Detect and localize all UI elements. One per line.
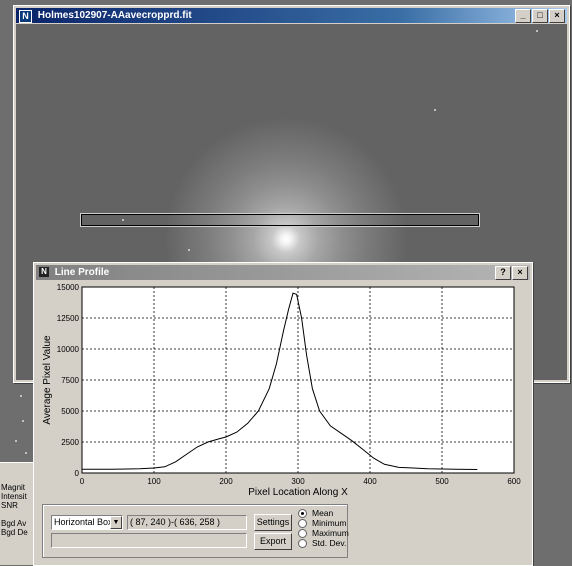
line-profile-chart: 0 100 200 300 400 500 600 0 2500 5000 7500 10000 125…	[42, 283, 521, 498]
image-window-titlebar[interactable]: N Holmes102907-AAavecropprd.fit _ □ ×	[16, 8, 567, 23]
star-dot	[122, 219, 124, 221]
y-tick-label: 5000	[61, 407, 79, 416]
status-field	[51, 533, 247, 548]
star-dot	[536, 30, 538, 32]
x-tick-label: 600	[507, 477, 521, 486]
y-tick-label: 10000	[57, 345, 80, 354]
x-tick-label: 400	[363, 477, 377, 486]
star-dot	[188, 249, 190, 251]
line-profile-window: N Line Profile ? × 0 100 200 300 400 500 600 0 2…	[33, 262, 533, 566]
line-profile-title: Line Profile	[54, 267, 110, 278]
radio-button[interactable]	[298, 538, 307, 548]
side-label: SNR	[1, 501, 18, 510]
app-icon: N	[19, 10, 32, 23]
radio-button[interactable]	[298, 508, 307, 518]
radio-button[interactable]	[298, 518, 307, 528]
settings-button[interactable]: Settings	[254, 514, 292, 531]
x-tick-label: 300	[291, 477, 305, 486]
radio-std-dev[interactable]: Std. Dev.	[298, 538, 368, 548]
radio-label: Maximum	[312, 528, 349, 538]
profile-controls: Horizontal Box ▼ ( 87, 240 )-( 636, 258 …	[42, 504, 349, 558]
minimize-button[interactable]: _	[515, 9, 531, 23]
x-tick-label: 500	[435, 477, 449, 486]
help-button[interactable]: ?	[495, 266, 511, 280]
close-button[interactable]: ×	[549, 9, 565, 23]
side-label: Magnit	[1, 483, 26, 492]
selection-box[interactable]	[80, 213, 480, 227]
close-button[interactable]: ×	[512, 266, 528, 280]
y-tick-label: 2500	[61, 438, 79, 447]
star-dot	[15, 440, 17, 442]
radio-button[interactable]	[298, 528, 307, 538]
coordinates-field: ( 87, 240 )-( 636, 258 )	[127, 515, 247, 530]
line-profile-titlebar[interactable]: N Line Profile ? ×	[36, 265, 530, 280]
image-window-title: Holmes102907-AAavecropprd.fit	[37, 10, 192, 21]
y-tick-label: 0	[75, 469, 80, 478]
y-tick-label: 12500	[57, 314, 80, 323]
radio-minimum[interactable]: Minimum	[298, 518, 368, 528]
x-tick-label: 0	[80, 477, 85, 486]
star-dot	[25, 452, 27, 454]
radio-label: Minimum	[312, 518, 347, 528]
side-label: Bgd Av	[1, 519, 27, 528]
star-dot	[20, 395, 22, 397]
chevron-down-icon[interactable]: ▼	[110, 516, 122, 529]
statistic-radio-group: Mean Minimum Maximum Std. Dev.	[298, 508, 368, 548]
mode-select[interactable]: Horizontal Box ▼	[51, 515, 123, 530]
profile-series-line	[82, 292, 478, 470]
radio-maximum[interactable]: Maximum	[298, 528, 368, 538]
x-tick-label: 100	[147, 477, 161, 486]
side-label: Intensit	[1, 492, 27, 501]
maximize-button[interactable]: □	[532, 9, 548, 23]
y-tick-label: 15000	[57, 283, 80, 292]
radio-label: Std. Dev.	[312, 538, 347, 548]
mode-select-value: Horizontal Box	[54, 517, 113, 527]
x-axis-label: Pixel Location Along X	[248, 487, 348, 498]
y-axis-label: Average Pixel Value	[42, 335, 53, 425]
star-dot	[22, 420, 24, 422]
star-dot	[434, 109, 436, 111]
export-button[interactable]: Export	[254, 533, 292, 550]
radio-label: Mean	[312, 508, 334, 518]
side-label: Bgd De	[1, 528, 28, 537]
x-tick-label: 200	[219, 477, 233, 486]
y-tick-label: 7500	[61, 376, 79, 385]
app-icon: N	[39, 267, 49, 277]
radio-mean[interactable]: Mean	[298, 508, 368, 518]
